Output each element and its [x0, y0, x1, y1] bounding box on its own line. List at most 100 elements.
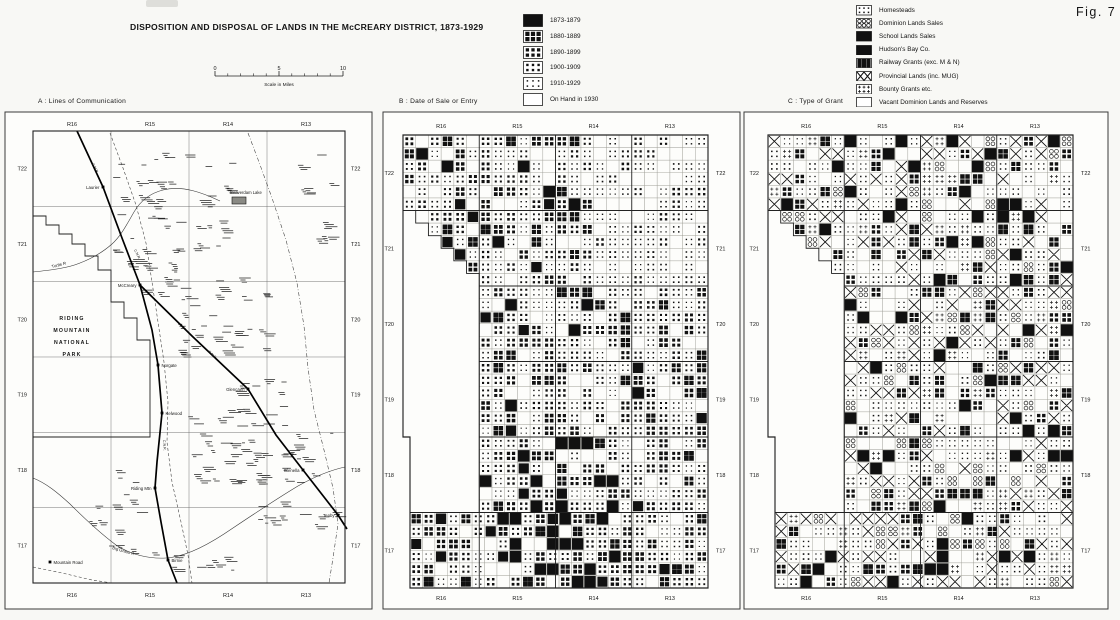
range-label: R15 — [877, 124, 887, 130]
panel-c-header: C : Type of Grant — [788, 98, 844, 105]
township-label: T20 — [750, 322, 759, 328]
legend-item-label: 1910-1929 — [550, 80, 581, 88]
town-dot — [301, 468, 305, 472]
township-label: T21 — [18, 242, 27, 248]
township-label: T17 — [716, 548, 725, 554]
legend-item: Provincial Lands (inc. MUG) — [856, 69, 988, 82]
township-label: T20 — [351, 317, 360, 323]
town-dot — [246, 387, 250, 391]
range-label: R14 — [589, 124, 599, 130]
township-label: T18 — [18, 468, 27, 474]
legend-item-label: Bounty Grants etc. — [879, 85, 932, 93]
legend-item-label: 1890-1899 — [550, 48, 581, 56]
trail — [109, 132, 193, 584]
panel-c: R16 R16 R15 R15 R14 R14 R13 R13 T22 T22 T21 T21 T20 T… — [743, 111, 1109, 610]
svg-text:Scale in Miles: Scale in Miles — [264, 82, 294, 88]
date-legend: 1873-1879 1880-1889 1890-1899 1900-1909 1910… — [523, 13, 598, 107]
scale-bar: 0 5 10 Scale in Miles — [213, 66, 346, 88]
town-dot — [153, 486, 157, 490]
township-label: T22 — [716, 171, 725, 177]
range-label: R13 — [301, 122, 311, 128]
township-label: T19 — [385, 397, 394, 403]
range-label: R15 — [512, 596, 522, 602]
legend-swatch-solid — [523, 14, 543, 28]
range-label: R14 — [589, 596, 599, 602]
township-label: T22 — [750, 171, 759, 177]
figure-number: Fig. 7 — [1076, 5, 1117, 19]
township-label: T19 — [1081, 397, 1090, 403]
town-label: Glencairn — [226, 387, 245, 392]
dot-patterns — [771, 136, 1072, 586]
township-label: T22 — [18, 167, 27, 173]
lake-label: Beaverdam Lake — [230, 190, 262, 195]
legend-item: 1873-1879 — [523, 13, 598, 29]
township-label: T21 — [351, 242, 360, 248]
legend-item-label: Railway Grants (exc. M & N) — [879, 59, 960, 67]
legend-swatch-empty — [856, 97, 872, 108]
township-label: T22 — [351, 167, 360, 173]
township-label: T19 — [716, 397, 725, 403]
town-label: Birnie — [172, 558, 184, 563]
legend-item: School Lands Sales — [856, 30, 988, 43]
township-label: T17 — [385, 548, 394, 554]
town-dot — [336, 513, 340, 517]
range-label: R16 — [67, 122, 77, 128]
legend-item-label: On Hand in 1930 — [550, 95, 599, 103]
legend-item: 1910-1929 — [523, 76, 598, 92]
legend-item-label: 1880-1889 — [550, 33, 581, 41]
svg-text:5: 5 — [277, 66, 280, 72]
panel-a: C.N.R. C.N.R. C.N.R. C.N.R. Turtle R Big Gras… — [4, 111, 373, 610]
town-dot — [156, 363, 160, 367]
legend-item-label: Homesteads — [879, 7, 915, 15]
legend-item-label: Provincial Lands (inc. MUG) — [879, 72, 959, 80]
legend-item: 1900-1909 — [523, 60, 598, 76]
park-label: MOUNTAIN — [53, 328, 90, 334]
town-label: Glenella — [284, 468, 300, 473]
township-label: T20 — [716, 322, 725, 328]
town-dot — [48, 560, 52, 564]
range-label: R16 — [67, 593, 77, 599]
type-legend: Homesteads Dominion Lands Sales School Lan… — [856, 4, 988, 109]
legend-swatch-dots-sm — [523, 77, 543, 90]
township-label: T17 — [1081, 548, 1090, 554]
legend-swatch-empty — [523, 92, 543, 106]
township-label: T20 — [18, 317, 27, 323]
svg-text:10: 10 — [340, 66, 346, 72]
river-label: Turtle R — [51, 261, 67, 269]
marsh-hatching — [89, 152, 347, 572]
panel-b: R16 R16 R15 R15 R14 R14 R13 R13 T22 T22 T21 T21 T20 T… — [382, 111, 741, 610]
township-label: T18 — [385, 473, 394, 479]
town-dot — [160, 411, 164, 415]
panel-b-header: B : Date of Sale or Entry — [399, 98, 478, 105]
township-label: T19 — [18, 393, 27, 399]
district-boundary — [402, 134, 709, 589]
legend-item: Vacant Dominion Lands and Reserves — [856, 96, 988, 109]
legend-item-label: 1873-1879 — [550, 17, 581, 25]
park-label: PARK — [62, 352, 81, 358]
legend-swatch-dots-xl — [523, 30, 543, 43]
legend-item: Bounty Grants etc. — [856, 83, 988, 96]
panel-a-header: A : Lines of Communication — [38, 98, 127, 105]
range-label: R13 — [1030, 124, 1040, 130]
railway-label: C.N.R. — [133, 249, 141, 260]
legend-item-label: Hudson's Bay Co. — [879, 46, 930, 54]
range-label: R16 — [436, 124, 446, 130]
legend-swatch-dots-xl — [856, 57, 872, 69]
river — [32, 188, 221, 273]
township-grid — [33, 131, 345, 583]
legend-swatch-solid — [856, 44, 872, 55]
district-boundary — [767, 134, 1074, 589]
legend-swatch-plus — [856, 83, 872, 95]
legend-item: Hudson's Bay Co. — [856, 43, 988, 56]
legend-swatch-dots-sm — [856, 5, 872, 16]
town-dot — [166, 558, 170, 562]
xhatch-cells — [768, 135, 1073, 588]
town-label: Norgate — [162, 363, 178, 368]
legend-item: 1880-1889 — [523, 29, 598, 45]
legend-swatch-circles — [856, 18, 872, 29]
range-label: R14 — [954, 596, 964, 602]
legend-swatch-xhatch — [856, 70, 872, 82]
range-label: R14 — [223, 593, 233, 599]
township-label: T22 — [385, 171, 394, 177]
township-label: T19 — [750, 397, 759, 403]
